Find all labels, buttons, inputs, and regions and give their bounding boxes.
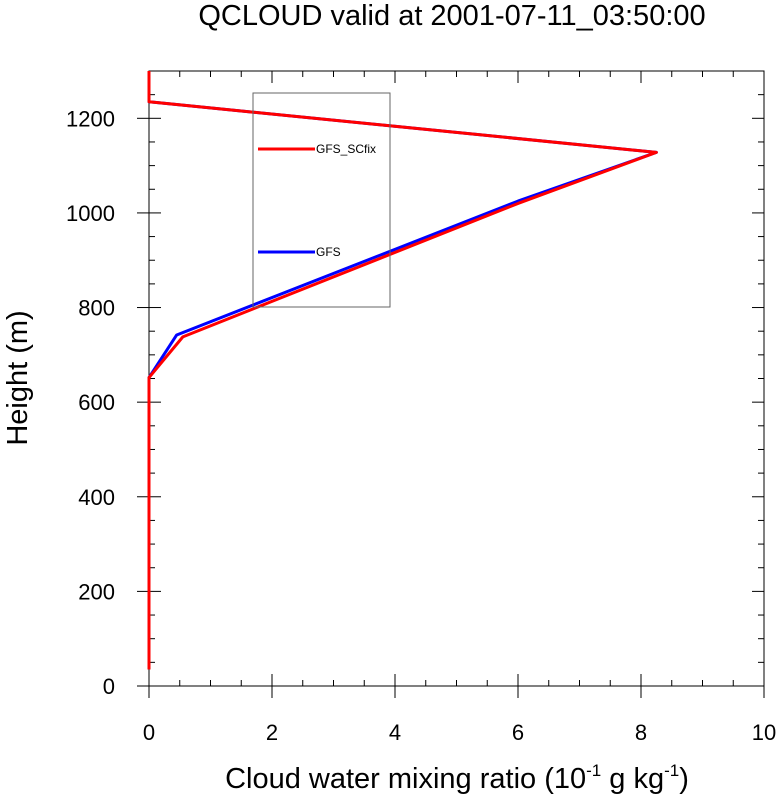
x-tick-label: 10: [752, 720, 776, 745]
x-tick-label: 0: [143, 720, 155, 745]
y-tick-label: 800: [78, 296, 115, 321]
x-axis-label: Cloud water mixing ratio (10-1 g kg-1): [225, 761, 689, 795]
legend-label-gfs: GFS: [316, 245, 341, 259]
x-axis-label-exponent-1: -1: [586, 761, 601, 780]
y-tick-label: 600: [78, 390, 115, 415]
axis-ticks: [137, 70, 765, 698]
y-tick-label: 200: [78, 579, 115, 604]
x-axis-label-main: Cloud water mixing ratio (10: [225, 763, 586, 795]
y-tick-label: 400: [78, 485, 115, 510]
legend: GFS_SCfix GFS: [252, 92, 391, 308]
x-tick-label: 4: [389, 720, 401, 745]
series-line-gfs: [147, 71, 658, 670]
x-axis-label-unit: g kg: [601, 763, 664, 795]
tick-labels: 0 2 4 6 8 10 0 200 400 600 800 1000 1200: [66, 106, 776, 745]
y-tick-label: 1200: [66, 106, 115, 131]
x-tick-label: 6: [512, 720, 524, 745]
series-layer: [147, 71, 658, 670]
y-tick-label: 1000: [66, 201, 115, 226]
legend-box: [252, 92, 391, 308]
x-axis-label-end: ): [679, 763, 689, 795]
y-tick-label: 0: [103, 674, 115, 699]
chart-title: QCLOUD valid at 2001-07-11_03:50:00: [198, 0, 705, 32]
x-tick-label: 8: [635, 720, 647, 745]
series-line-gfs-scfix: [147, 71, 658, 670]
legend-label-gfs-scfix: GFS_SCfix: [316, 142, 376, 156]
y-axis-label: Height (m): [2, 310, 34, 445]
plot-frame: [148, 70, 765, 687]
x-tick-label: 2: [266, 720, 278, 745]
x-axis-label-exponent-2: -1: [664, 761, 679, 780]
